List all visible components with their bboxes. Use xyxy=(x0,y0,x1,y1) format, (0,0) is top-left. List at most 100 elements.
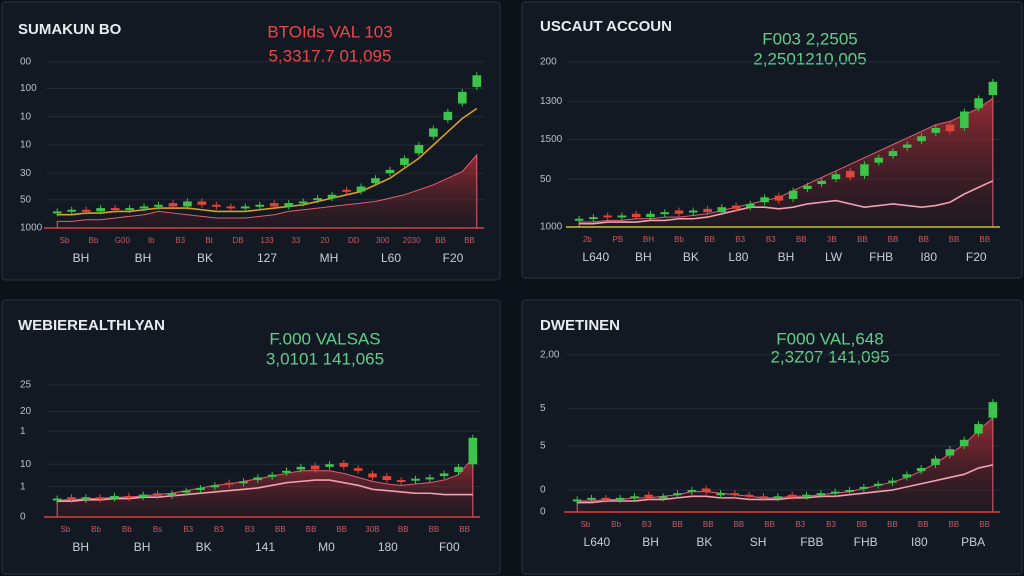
candle xyxy=(674,210,684,214)
x-tick-label: BH xyxy=(73,251,90,265)
x-minor-label: BB xyxy=(979,235,990,244)
candle xyxy=(269,203,279,207)
trend-line xyxy=(579,180,994,225)
candle xyxy=(916,468,926,472)
panel xyxy=(521,299,1023,575)
candle xyxy=(974,424,983,434)
candle xyxy=(572,499,582,502)
x-minor-label: Ib xyxy=(148,236,155,245)
candle xyxy=(716,493,725,496)
header-value: 2,2501210,005 xyxy=(753,49,866,68)
header-value: 3,0101 141,065 xyxy=(266,349,384,368)
y-tick-label: 20 xyxy=(20,406,32,417)
candle xyxy=(845,490,854,493)
panel-title: USCAUT ACCOUN xyxy=(540,18,672,35)
candle xyxy=(617,215,627,218)
x-tick-label: L640 xyxy=(582,250,609,264)
x-minor-label: BB xyxy=(306,525,317,534)
y-tick-label: 100 xyxy=(20,83,37,94)
candle xyxy=(52,211,62,214)
candle xyxy=(888,480,897,483)
x-minor-label: BB xyxy=(459,525,470,534)
candle xyxy=(988,402,998,418)
y-tick-label: 50 xyxy=(20,194,32,205)
y-tick-label: 1000 xyxy=(20,223,43,234)
x-minor-label: 33 xyxy=(291,236,300,245)
candle xyxy=(253,477,263,481)
candle xyxy=(382,476,392,481)
trend-line xyxy=(577,464,994,504)
candle xyxy=(959,439,969,447)
x-tick-label: BH xyxy=(635,250,652,264)
candle xyxy=(284,203,294,207)
candle xyxy=(874,157,884,163)
y-tick-label: 0 xyxy=(20,512,26,523)
x-minor-label: BB xyxy=(888,235,899,244)
candle xyxy=(803,185,812,190)
x-tick-label: F20 xyxy=(966,250,987,264)
header-label: F003 2,2505 xyxy=(762,29,857,48)
x-minor-label: Sb xyxy=(60,525,70,534)
x-tick-label: BH xyxy=(135,251,152,265)
trend-line xyxy=(57,107,478,216)
y-tick-label: 1500 xyxy=(540,134,563,145)
x-minor-label: Bs xyxy=(153,525,162,534)
header-label: F.000 VALSAS xyxy=(269,329,380,348)
x-minor-label: Bb xyxy=(611,520,621,529)
candle xyxy=(817,180,826,185)
x-tick-label: SH xyxy=(750,535,767,549)
header-label: BTOIds VAL 103 xyxy=(267,22,392,41)
x-minor-label: BH xyxy=(643,235,654,244)
panel-title: SUMAKUN BO xyxy=(18,21,122,38)
candle xyxy=(974,98,983,109)
candle xyxy=(472,75,482,87)
candle xyxy=(313,198,322,201)
x-minor-label: BB xyxy=(918,520,929,529)
candle xyxy=(310,465,320,470)
candle xyxy=(396,480,406,483)
candle xyxy=(960,111,969,128)
candle xyxy=(717,207,727,213)
candle xyxy=(282,470,291,473)
x-minor-label: Bb xyxy=(91,525,101,534)
header-value: 5,3317.7 01,095 xyxy=(269,46,392,65)
x-minor-label: Bt xyxy=(205,236,213,245)
candle xyxy=(660,212,670,215)
candle xyxy=(931,128,941,133)
x-tick-label: LW xyxy=(825,250,843,264)
x-minor-label: BB xyxy=(336,525,347,534)
x-minor-label: B3 xyxy=(826,520,836,529)
candle xyxy=(368,473,377,478)
y-tick-label: 1300 xyxy=(540,96,563,107)
candle xyxy=(154,204,163,207)
candle xyxy=(646,213,655,218)
x-minor-label: Sb xyxy=(580,520,590,529)
candle xyxy=(644,494,654,498)
candle xyxy=(67,497,76,500)
candle xyxy=(816,493,826,496)
candle xyxy=(411,478,420,481)
x-minor-label: 2b xyxy=(583,235,592,244)
y-tick-label: 10 xyxy=(20,459,32,470)
candle xyxy=(327,194,337,199)
x-tick-label: PBA xyxy=(961,535,985,549)
candle xyxy=(181,490,191,493)
panel xyxy=(1,1,501,281)
candle xyxy=(425,477,435,480)
x-tick-label: 180 xyxy=(378,540,398,554)
x-minor-label: BB xyxy=(275,525,286,534)
candle xyxy=(630,496,639,499)
x-minor-label: Bb xyxy=(89,236,99,245)
x-tick-label: BK xyxy=(196,540,212,554)
y-tick-label: 5 xyxy=(540,441,546,452)
candle xyxy=(197,201,207,205)
x-minor-label: BB xyxy=(398,525,409,534)
x-tick-label: BK xyxy=(683,250,699,264)
candle xyxy=(859,486,869,489)
x-minor-label: BB xyxy=(918,235,929,244)
candle xyxy=(744,494,754,497)
y-tick-label: 1 xyxy=(20,481,26,492)
candle xyxy=(831,174,841,180)
x-tick-label: FBB xyxy=(800,535,823,549)
candle xyxy=(688,210,698,213)
